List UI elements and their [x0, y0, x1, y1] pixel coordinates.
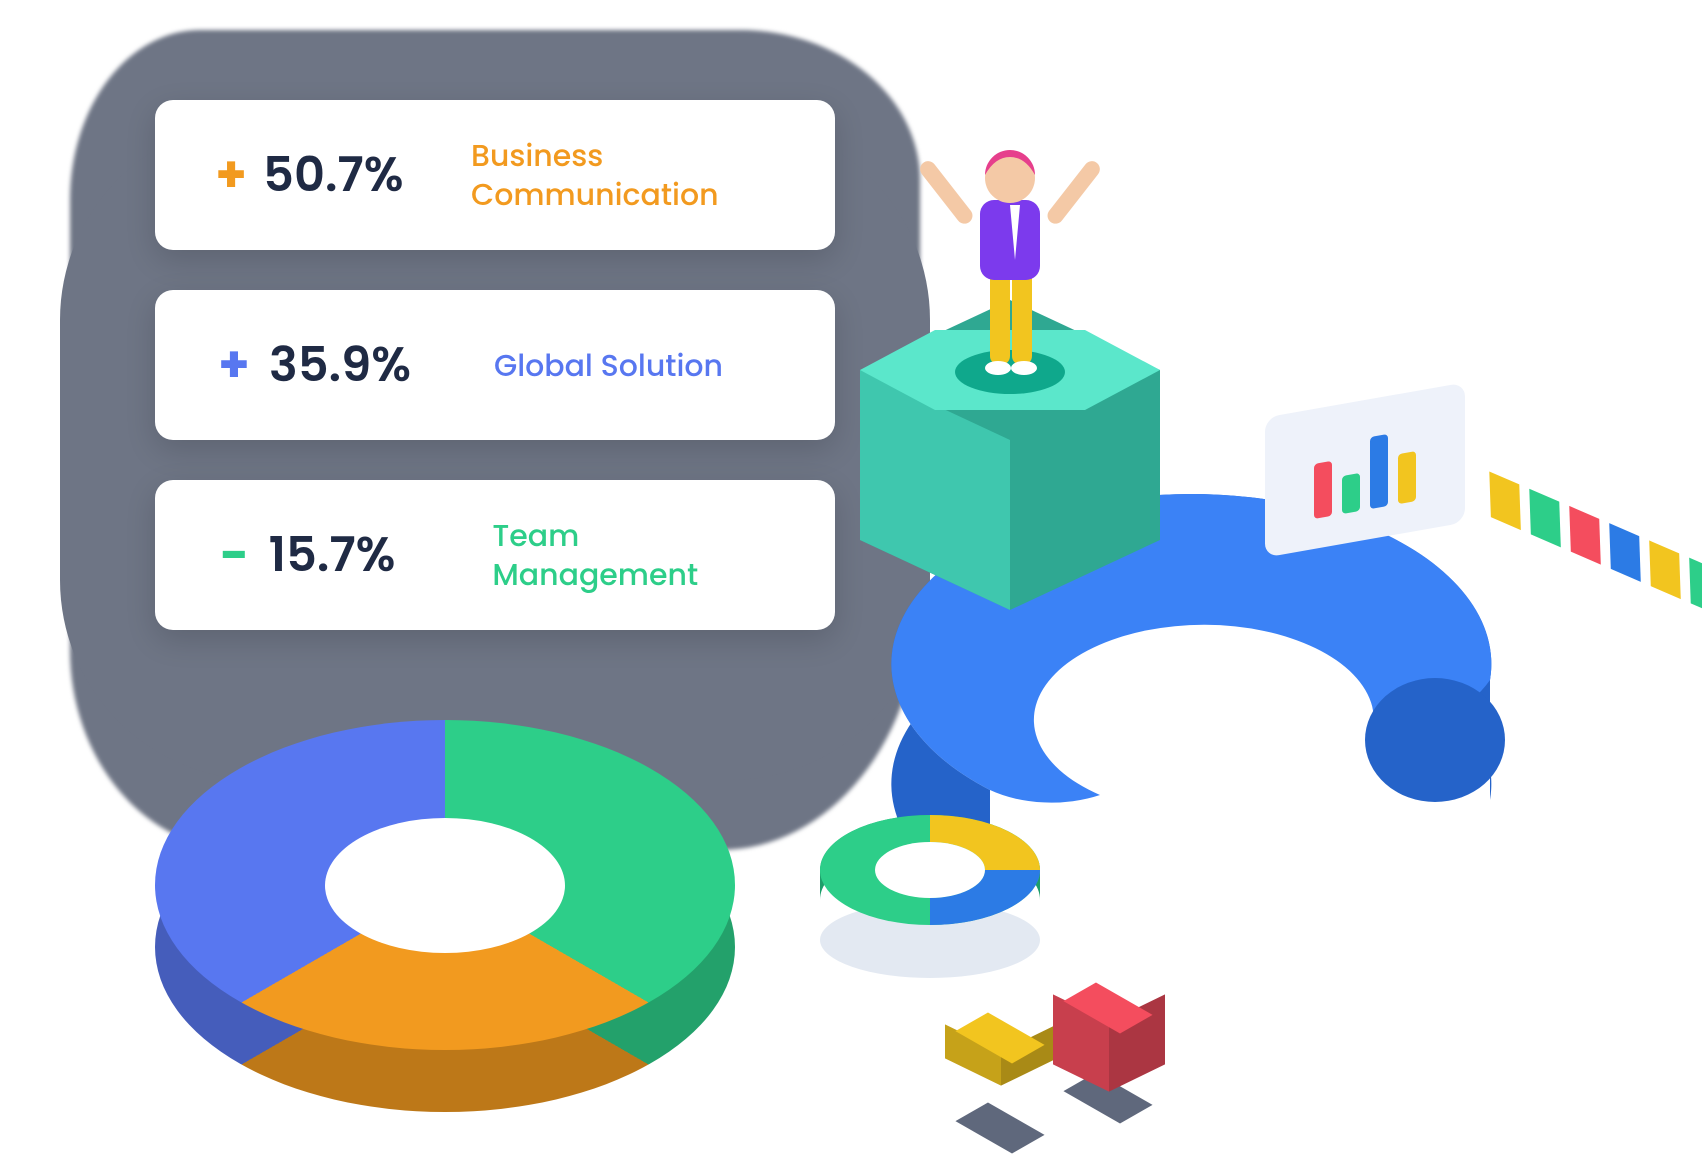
- trend-sign: +: [199, 137, 263, 213]
- metric-value: 50.7%: [263, 139, 446, 211]
- strip-square: [1689, 558, 1702, 617]
- metric-label: Team Management: [492, 516, 791, 594]
- mini-bar: [1398, 451, 1416, 504]
- metric-card: + 35.9% Global Solution: [155, 290, 835, 440]
- metric-value: 15.7%: [269, 519, 468, 591]
- donut-chart-large: [155, 720, 735, 1120]
- person-platform: [955, 350, 1065, 394]
- metric-value: 35.9%: [269, 329, 469, 401]
- infographic-scene: + 50.7% Business Communication + 35.9% G…: [0, 0, 1702, 1168]
- trend-sign: −: [199, 517, 269, 593]
- mini-bar: [1314, 461, 1332, 519]
- strip-square: [1649, 540, 1681, 599]
- arc-endcap: [1365, 678, 1505, 802]
- metric-label: Business Communication: [471, 136, 791, 214]
- metric-card: + 50.7% Business Communication: [155, 100, 835, 250]
- metric-label: Global Solution: [494, 346, 723, 385]
- metric-card: − 15.7% Team Management: [155, 480, 835, 630]
- metric-card-list: + 50.7% Business Communication + 35.9% G…: [155, 100, 835, 630]
- iso-cube: [1068, 985, 1148, 1065]
- donut-chart-small: [800, 760, 1060, 980]
- trend-sign: +: [199, 327, 269, 403]
- pedestal: [830, 120, 1190, 640]
- donut-top: [155, 720, 735, 1050]
- mini-bar: [1370, 434, 1388, 509]
- mini-bar: [1342, 473, 1360, 514]
- iso-cube: [960, 1015, 1040, 1095]
